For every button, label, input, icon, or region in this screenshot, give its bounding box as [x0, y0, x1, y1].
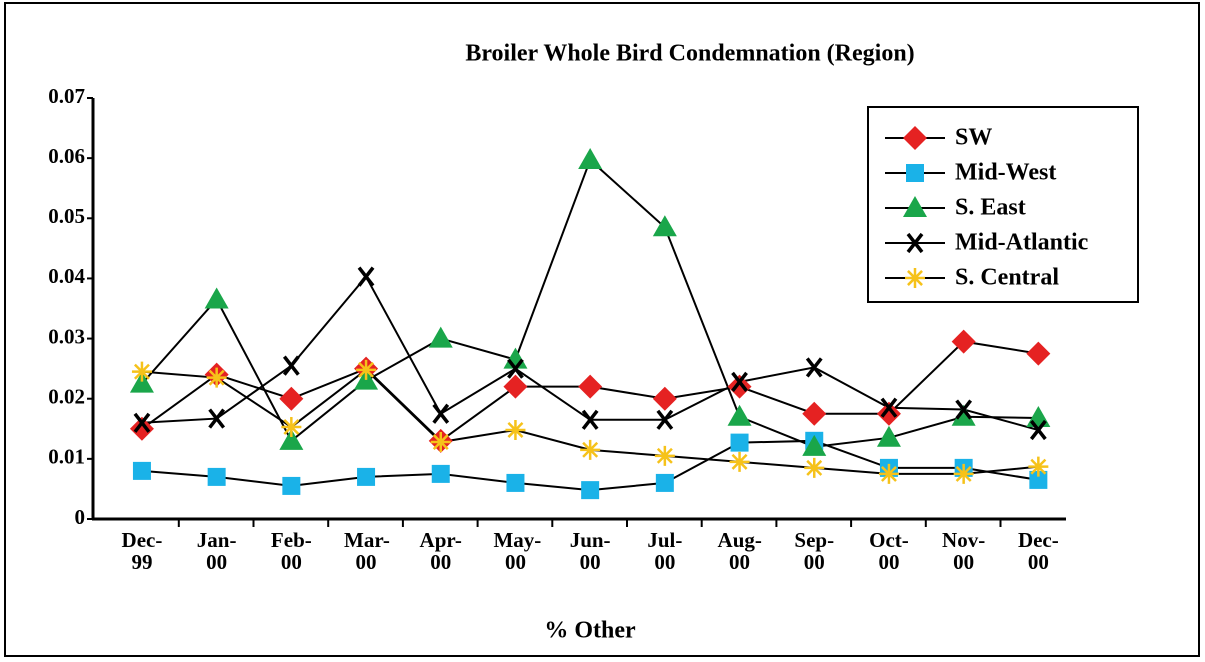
- marker: [505, 419, 526, 440]
- x-tick-label: Aug-00: [717, 528, 762, 574]
- marker: [131, 361, 152, 382]
- legend-label: Mid-West: [955, 160, 1056, 186]
- marker: [951, 404, 976, 426]
- marker: [133, 412, 151, 433]
- marker: [955, 399, 973, 420]
- marker: [432, 403, 450, 424]
- marker: [727, 374, 752, 399]
- marker: [805, 357, 823, 378]
- marker: [356, 359, 377, 380]
- legend-label: Mid-Atlantic: [955, 230, 1089, 256]
- legend-label: S. East: [955, 195, 1026, 221]
- marker: [129, 371, 154, 393]
- marker: [357, 467, 376, 486]
- marker: [906, 164, 924, 182]
- marker: [656, 409, 674, 430]
- marker: [903, 126, 927, 150]
- marker: [279, 428, 304, 450]
- marker: [654, 445, 675, 466]
- marker: [580, 439, 601, 460]
- y-tick-label: 0: [75, 505, 86, 529]
- marker: [802, 434, 827, 456]
- marker: [655, 473, 674, 492]
- marker: [727, 404, 752, 426]
- marker: [1026, 405, 1051, 427]
- marker: [503, 374, 528, 399]
- marker: [730, 433, 749, 452]
- marker: [281, 416, 302, 437]
- x-tick-label: Jun-00: [569, 528, 611, 574]
- marker: [1029, 470, 1048, 489]
- marker: [903, 196, 927, 217]
- marker: [204, 287, 229, 309]
- marker: [431, 464, 450, 483]
- x-tick-label: Dec-99: [121, 528, 163, 574]
- x-tick-label: Mar-00: [344, 528, 390, 574]
- y-tick-label: 0.01: [48, 445, 85, 469]
- legend-label: SW: [955, 125, 992, 151]
- marker: [880, 397, 898, 418]
- marker: [731, 371, 748, 392]
- marker: [802, 401, 827, 426]
- x-axis-label: % Other: [544, 618, 636, 644]
- x-tick-label: Jan-00: [196, 528, 237, 574]
- x-tick-label: Sep-00: [794, 528, 835, 574]
- x-tick-label: Jul-00: [647, 528, 683, 574]
- x-tick-label: May-00: [493, 528, 542, 574]
- marker: [1026, 341, 1051, 366]
- legend-label: S. Central: [955, 265, 1059, 291]
- chart-title: Broiler Whole Bird Condemnation (Region): [465, 41, 914, 67]
- marker: [581, 481, 600, 500]
- chart-frame: [4, 2, 1200, 657]
- marker: [279, 386, 304, 411]
- marker: [804, 457, 825, 478]
- marker: [876, 425, 901, 447]
- marker: [905, 268, 925, 288]
- marker: [282, 355, 300, 376]
- marker: [208, 408, 226, 429]
- marker: [129, 416, 154, 441]
- marker: [357, 266, 375, 287]
- marker: [207, 467, 226, 486]
- y-tick-label: 0.06: [48, 144, 85, 168]
- x-tick-label: Apr-00: [419, 528, 462, 574]
- marker: [951, 329, 976, 354]
- marker: [729, 451, 750, 472]
- y-tick-label: 0.04: [48, 264, 85, 288]
- marker: [652, 386, 677, 411]
- marker: [906, 232, 924, 254]
- marker: [878, 463, 899, 484]
- marker: [507, 358, 524, 379]
- marker: [506, 473, 525, 492]
- marker: [953, 463, 974, 484]
- x-tick-label: Feb-00: [270, 528, 312, 574]
- x-tick-label: Nov-00: [942, 528, 986, 574]
- x-tick-label: Dec-00: [1017, 528, 1059, 574]
- marker: [1028, 456, 1049, 477]
- y-tick-label: 0.07: [48, 84, 85, 108]
- marker: [430, 432, 451, 453]
- marker: [1029, 419, 1047, 441]
- marker: [578, 147, 603, 169]
- y-tick-label: 0.05: [48, 204, 85, 228]
- y-tick-label: 0.03: [48, 324, 85, 348]
- x-tick-label: Oct-00: [869, 528, 909, 574]
- y-tick-label: 0.02: [48, 385, 85, 409]
- marker: [282, 476, 301, 495]
- marker: [132, 461, 151, 480]
- marker: [581, 409, 599, 430]
- marker: [578, 374, 603, 399]
- marker: [876, 401, 901, 426]
- marker: [652, 215, 677, 237]
- marker: [428, 326, 453, 348]
- marker: [206, 367, 227, 388]
